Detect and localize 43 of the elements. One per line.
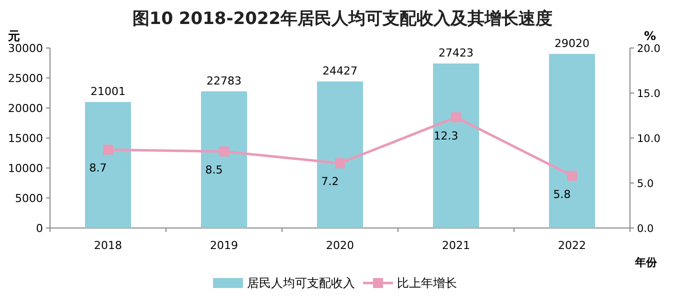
y-tick-label: 15000	[8, 132, 43, 145]
point	[219, 146, 229, 156]
y-tick-label: 5000	[15, 192, 43, 205]
data-label: 12.3	[434, 129, 458, 142]
point	[451, 112, 461, 122]
x-tick-label: 2020	[326, 239, 354, 252]
data-label: 8.5	[205, 164, 223, 176]
bar	[549, 54, 595, 228]
data-label: 7.2	[321, 175, 339, 188]
x-tick-label: 2018	[94, 239, 122, 252]
x-tick-label: 2022	[558, 239, 586, 252]
bar	[433, 63, 479, 228]
bar	[317, 81, 363, 228]
y-axis-title: 元	[7, 29, 20, 43]
y2-tick-label: 15.0	[637, 88, 660, 100]
y-tick-label: 20000	[8, 102, 43, 115]
bar	[85, 102, 131, 228]
y-tick-label: 30000	[8, 42, 43, 55]
y2-tick-label: 5.0	[637, 178, 654, 190]
data-label: 21001	[90, 84, 126, 98]
x-tick-label: 2021	[442, 239, 470, 252]
chart-title: 图10 2018-2022年居民人均可支配收入及其增长速度	[132, 9, 553, 29]
legend-label: 比上年增长	[397, 276, 457, 290]
data-label: 24427	[322, 64, 358, 78]
y2-axis-title: %	[644, 29, 656, 43]
data-label: 29020	[554, 36, 590, 50]
data-label: 27423	[438, 46, 474, 60]
y2-tick-label: 20.0	[637, 43, 660, 55]
y2-tick-label: 0.0	[637, 223, 654, 235]
data-label: 5.8	[553, 188, 571, 201]
x-tick-label: 2019	[210, 239, 238, 252]
y2-tick-label: 10.0	[637, 133, 660, 145]
bar	[201, 91, 247, 228]
point	[335, 158, 345, 168]
data-label: 22783	[206, 74, 242, 88]
point	[567, 170, 577, 181]
legend-label: 居民人均可支配收入	[247, 276, 355, 290]
point	[103, 144, 113, 155]
y-tick-label: 25000	[8, 72, 43, 85]
x-axis-title: 年份	[634, 256, 658, 269]
data-label: 8.7	[89, 162, 107, 175]
y-tick-label: 0	[36, 222, 43, 235]
y-tick-label: 10000	[8, 162, 43, 175]
